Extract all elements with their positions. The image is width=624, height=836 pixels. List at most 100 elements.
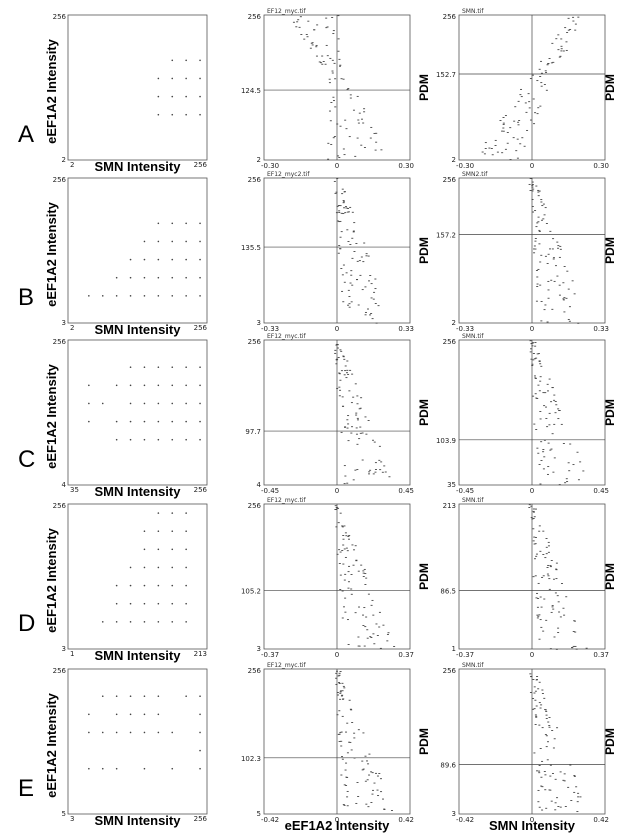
x-tick-zero: 0 <box>530 816 534 824</box>
data-point <box>332 96 335 98</box>
data-point <box>351 722 354 723</box>
data-point <box>545 735 548 737</box>
data-point <box>143 695 146 697</box>
data-point <box>339 691 342 693</box>
data-point <box>551 387 554 389</box>
scatter-frame <box>67 177 208 324</box>
data-point <box>542 468 545 470</box>
data-point <box>518 120 521 121</box>
data-point <box>347 536 350 538</box>
data-point <box>88 384 90 387</box>
data-point <box>537 688 540 690</box>
x-tick-min: 2 <box>70 161 74 169</box>
data-point <box>336 388 339 390</box>
data-point <box>356 443 359 445</box>
y-tick-min: 35 <box>447 481 456 489</box>
data-point <box>365 577 368 579</box>
data-point <box>529 351 532 353</box>
pdm2-x-axis-title: SMN Intensity <box>489 818 576 833</box>
data-point <box>372 614 375 616</box>
data-point <box>199 713 201 716</box>
data-point <box>540 254 543 256</box>
data-point <box>552 471 555 473</box>
data-point <box>535 270 538 271</box>
data-point <box>481 151 484 153</box>
data-point <box>546 473 549 475</box>
data-point <box>157 438 160 441</box>
data-point <box>532 353 535 354</box>
data-point <box>539 550 542 552</box>
data-point <box>575 786 578 788</box>
data-point <box>548 725 551 727</box>
x-axis-title: SMN Intensity <box>95 648 182 663</box>
data-point <box>171 366 174 368</box>
data-point <box>336 347 339 349</box>
data-point <box>553 394 556 396</box>
data-point <box>157 222 160 225</box>
data-point <box>566 481 569 483</box>
data-point <box>543 214 546 216</box>
data-point <box>547 564 550 566</box>
data-point <box>357 122 360 124</box>
y-tick-mid: 152.7 <box>436 71 456 79</box>
data-point <box>361 289 364 291</box>
data-point <box>531 363 534 365</box>
data-point <box>516 157 519 159</box>
data-point <box>553 423 556 425</box>
data-point <box>349 97 352 99</box>
data-point <box>157 276 160 279</box>
data-point <box>101 767 104 770</box>
data-point <box>366 629 369 631</box>
data-point <box>342 202 345 204</box>
data-point <box>337 38 340 40</box>
data-point <box>388 476 391 478</box>
data-point <box>547 297 550 299</box>
data-point <box>143 584 146 587</box>
data-point <box>143 767 146 770</box>
data-point <box>367 763 370 765</box>
x-tick-max: 0.37 <box>593 651 609 659</box>
data-point <box>572 464 575 466</box>
y-tick-mid: 124.5 <box>241 87 261 95</box>
data-point <box>344 597 347 599</box>
data-point <box>356 417 359 419</box>
data-point <box>344 611 347 613</box>
data-point <box>171 402 174 405</box>
data-point <box>336 205 339 207</box>
data-point <box>540 704 543 706</box>
data-point <box>373 441 376 443</box>
data-point <box>143 295 146 297</box>
data-point <box>534 575 537 577</box>
data-point <box>350 588 353 590</box>
data-point <box>494 139 497 141</box>
data-point <box>531 206 534 207</box>
data-point <box>530 348 533 350</box>
data-point <box>567 288 570 290</box>
data-point <box>185 77 187 80</box>
data-point <box>351 426 354 428</box>
data-point <box>337 15 340 17</box>
data-point <box>370 297 373 299</box>
pdm-label: PDM <box>603 399 617 426</box>
data-point <box>557 247 560 249</box>
data-point <box>347 571 350 573</box>
data-point <box>535 429 538 430</box>
data-point <box>171 767 174 770</box>
data-point <box>360 256 363 258</box>
data-point <box>552 61 555 63</box>
data-point <box>199 222 201 225</box>
data-point <box>199 77 201 80</box>
data-point <box>363 108 366 110</box>
data-point <box>340 78 343 80</box>
data-point <box>199 384 201 387</box>
data-point <box>541 693 544 694</box>
data-point <box>345 535 348 537</box>
data-point <box>531 186 534 188</box>
data-point <box>315 46 318 48</box>
data-point <box>368 473 371 475</box>
data-point <box>535 226 538 228</box>
data-point <box>551 730 554 731</box>
x-tick-min: -0.30 <box>261 162 279 170</box>
x-tick-zero: 0 <box>530 325 534 333</box>
